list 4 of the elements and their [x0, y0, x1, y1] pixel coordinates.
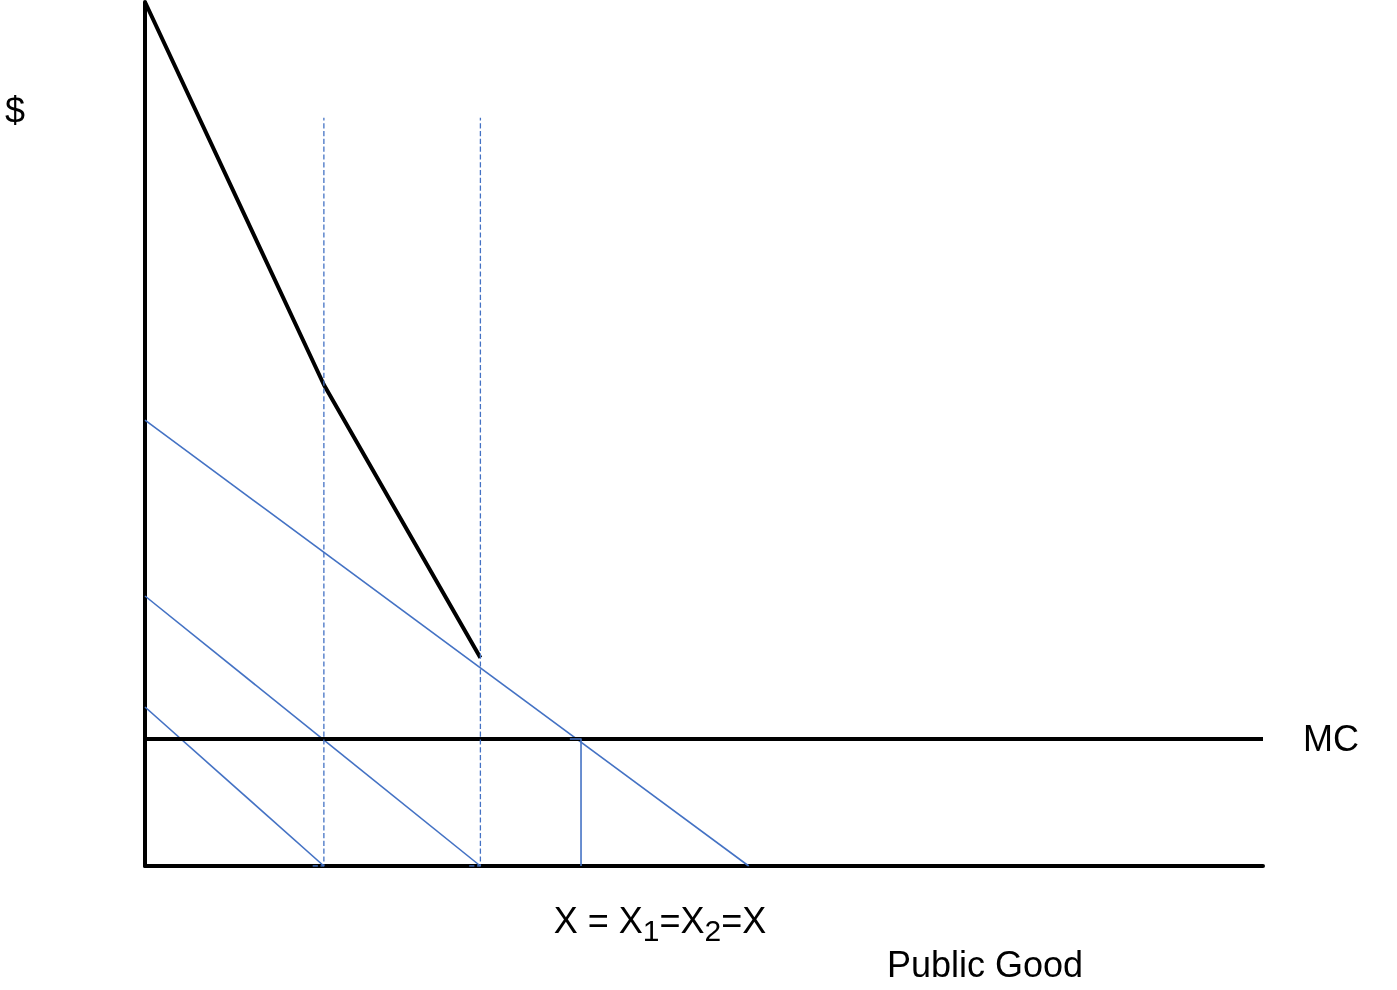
text: X = X$_{1}$=X$_{2}$=X: [553, 900, 767, 949]
x-axis-title: Public Good: [886, 943, 1083, 985]
series-label: MC: [1303, 718, 1359, 760]
y-axis-title: $: [5, 89, 26, 131]
